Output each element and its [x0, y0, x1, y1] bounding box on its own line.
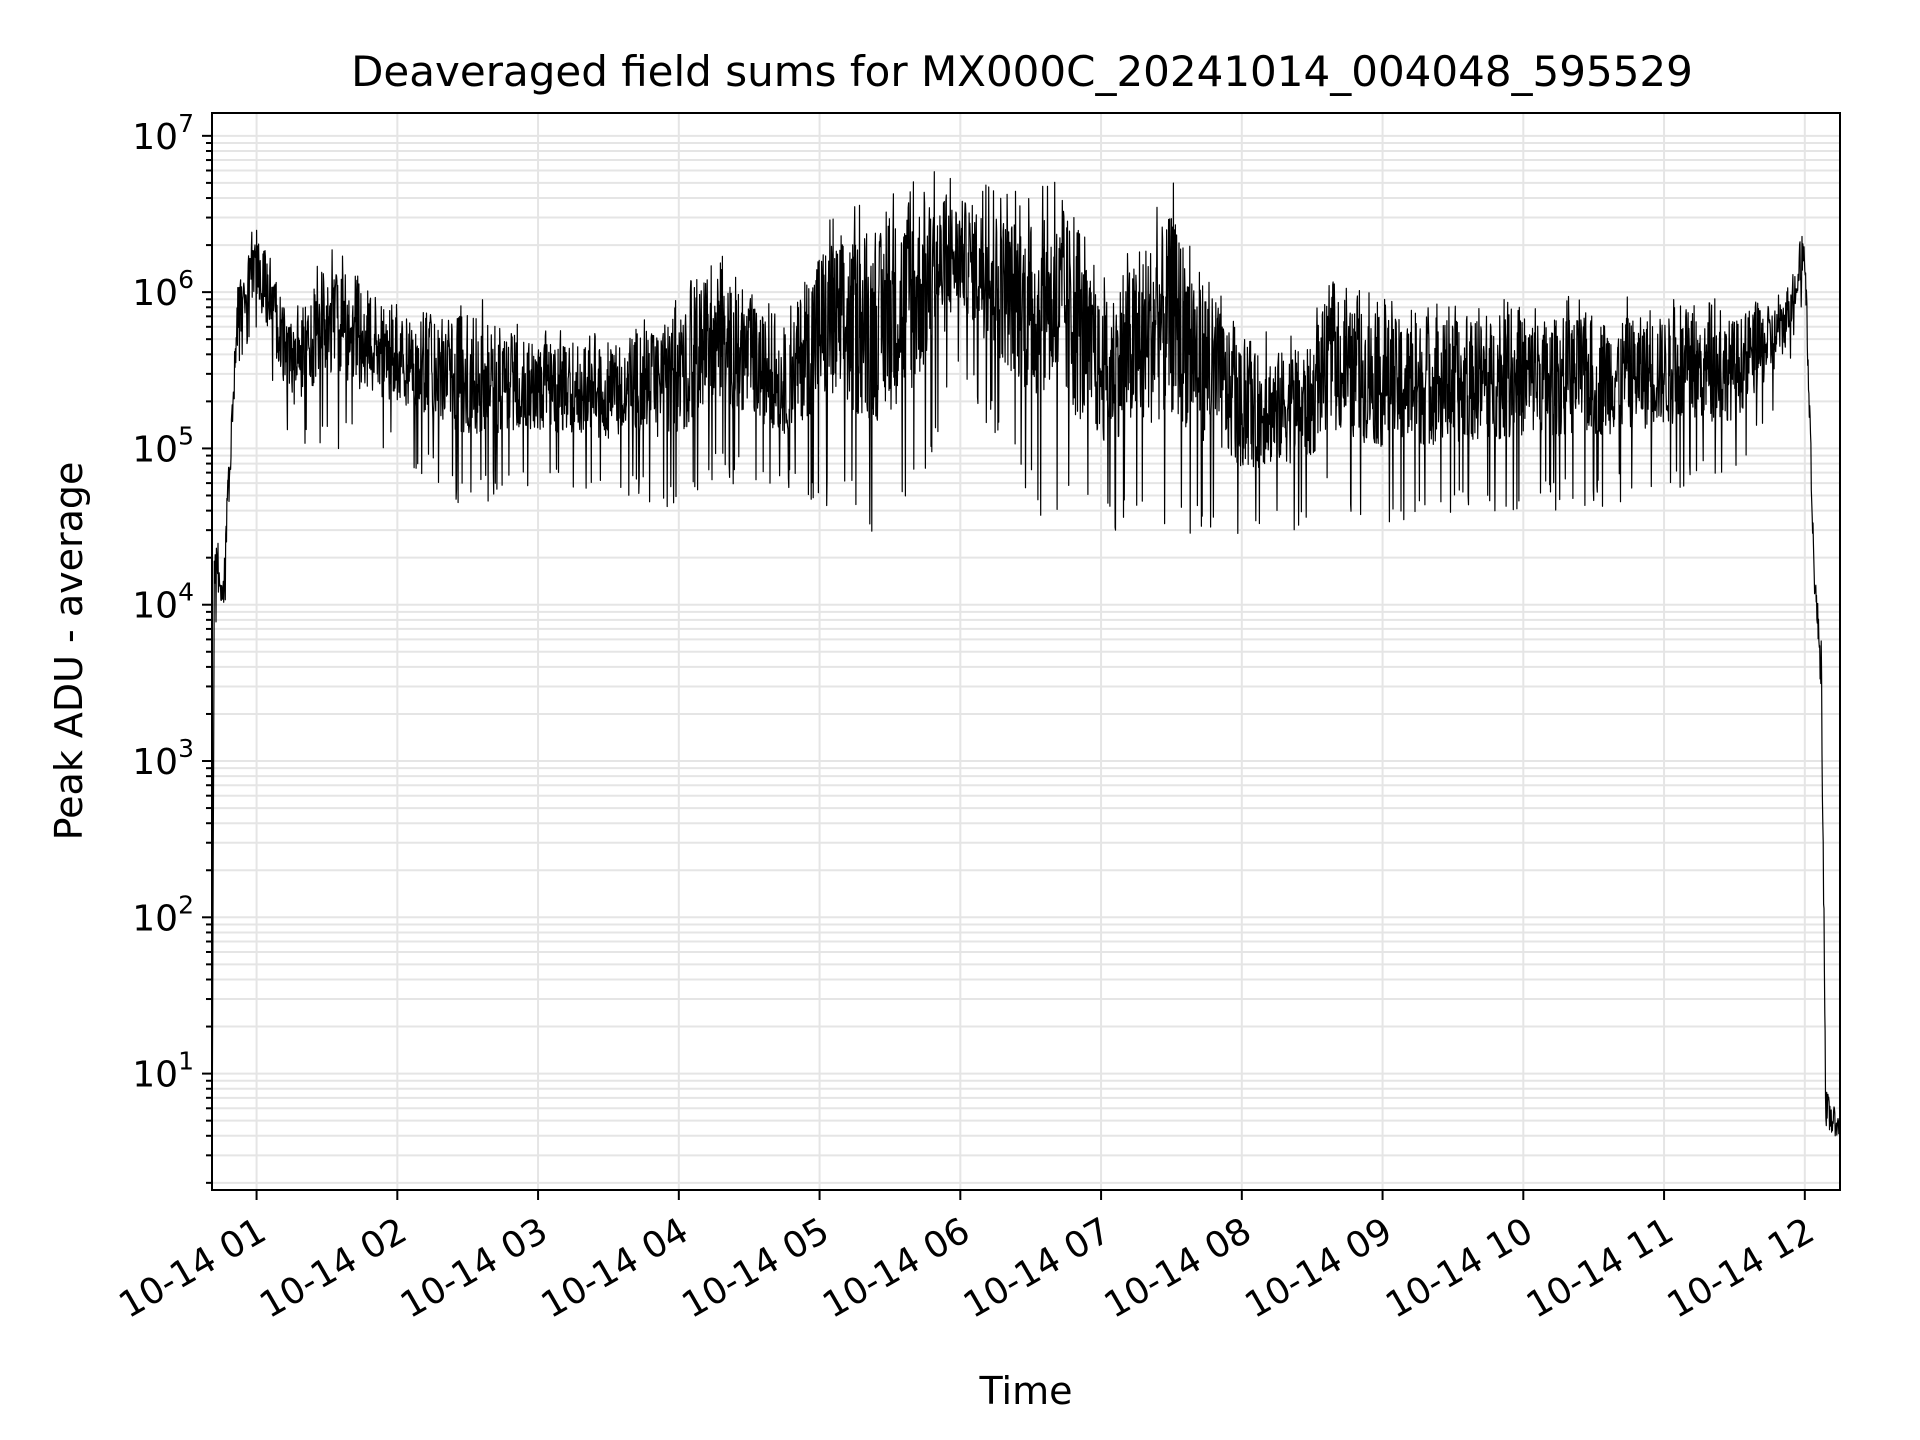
- y-tick-label: 101: [132, 1047, 194, 1096]
- y-tick-label: 105: [132, 421, 194, 470]
- y-tick-label: 102: [132, 890, 194, 939]
- y-tick-label: 103: [132, 734, 194, 783]
- x-axis-label: Time: [979, 1369, 1073, 1413]
- data-series-line: [211, 171, 1841, 1183]
- grid: [212, 113, 1840, 1190]
- y-axis-label: Peak ADU - average: [47, 462, 91, 841]
- y-tick-label: 107: [132, 109, 194, 158]
- y-axis: 101 102 103 104 105 106 107: [132, 109, 212, 1184]
- y-tick-label: 106: [132, 265, 194, 314]
- series: [211, 171, 1841, 1183]
- chart-title: Deaveraged field sums for MX000C_2024101…: [351, 47, 1693, 96]
- y-tick-label: 104: [132, 578, 194, 627]
